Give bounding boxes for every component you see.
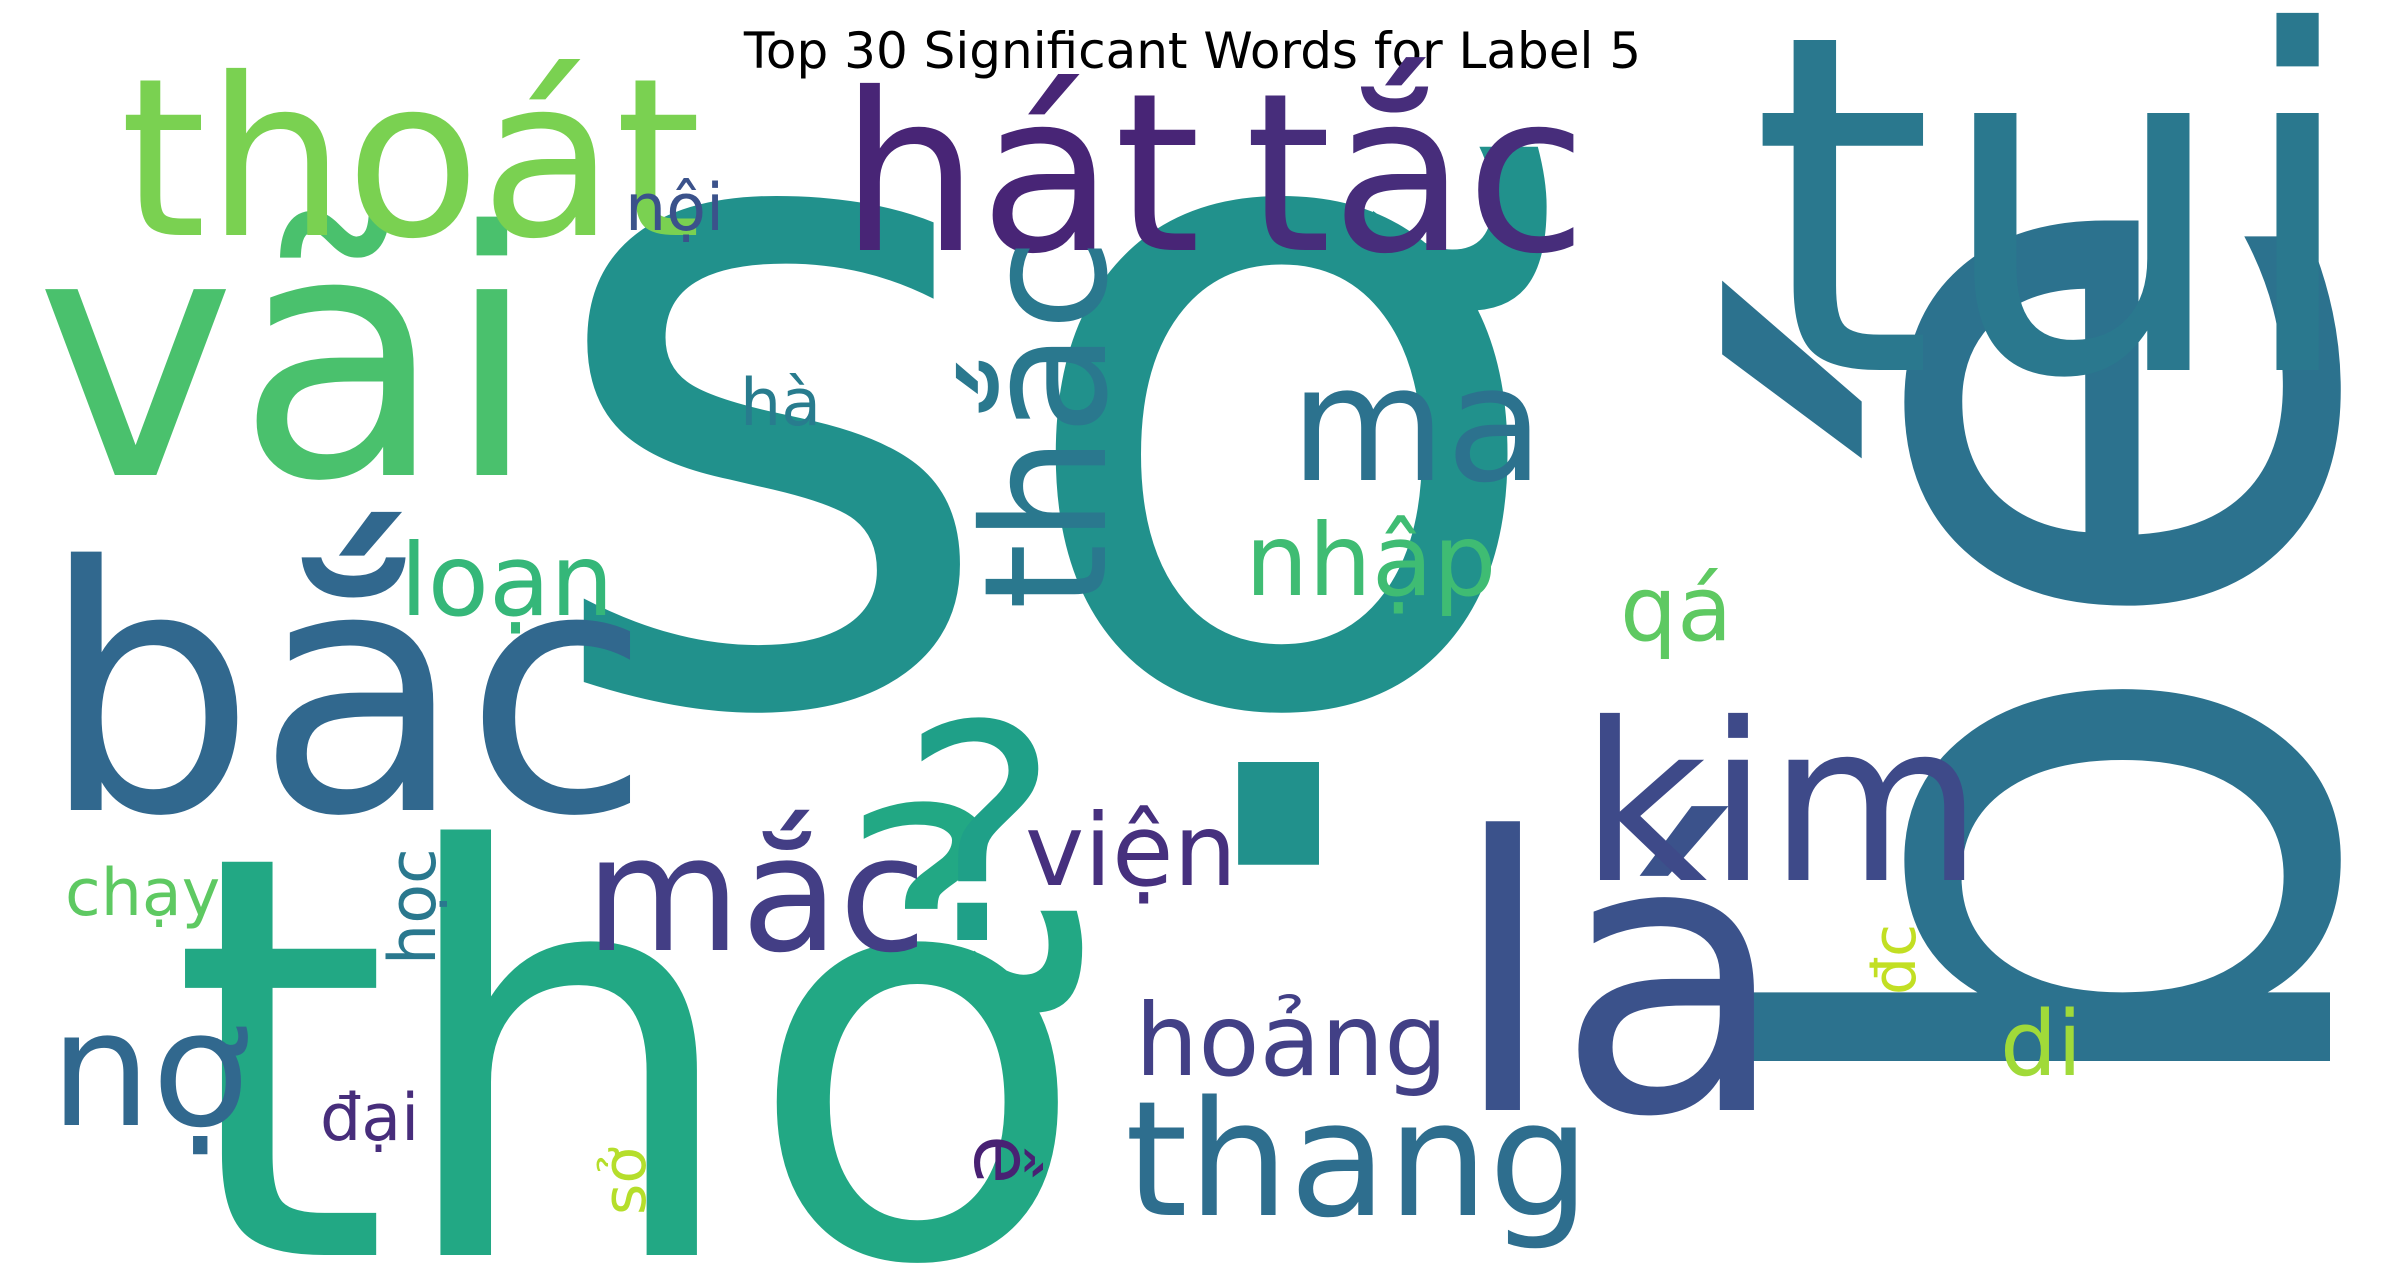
word-23: di xyxy=(2000,992,2082,1097)
word-30: đc xyxy=(1860,924,1930,995)
word-19: nhập xyxy=(1245,502,1497,619)
word-1: sợ xyxy=(535,0,1555,913)
word-8: ? xyxy=(900,662,1059,1011)
word-17: nợ xyxy=(50,976,249,1163)
word-13: thắc xyxy=(948,238,1146,610)
word-14: ma xyxy=(1290,331,1544,518)
word-29: ề xyxy=(956,1135,1049,1184)
word-6: bắc xyxy=(40,495,651,891)
word-27: học xyxy=(376,848,451,965)
word-10: hát xyxy=(840,46,1201,302)
word-15: mắc xyxy=(585,801,927,988)
word-18: loạn xyxy=(400,522,614,639)
word-2: bé xyxy=(1626,180,2385,1130)
chart-title: Top 30 Significant Words for Label 5 xyxy=(743,22,1642,80)
word-7: lá xyxy=(1450,757,1788,1200)
word-31: sở xyxy=(590,1147,660,1215)
word-25: hà xyxy=(740,366,821,441)
word-21: viện xyxy=(1025,792,1237,909)
word-26: chạy xyxy=(65,856,220,931)
word-5: vãi xyxy=(35,160,539,556)
word-28: đại xyxy=(320,1081,419,1156)
word-11: tắc xyxy=(1245,46,1587,302)
word-4: tui xyxy=(1750,0,2363,481)
word-24: nội xyxy=(625,171,724,246)
word-12: kim xyxy=(1580,676,1983,932)
word-20: hoảng xyxy=(1135,982,1448,1099)
word-22: qá xyxy=(1620,557,1732,662)
word-16: thang xyxy=(1125,1066,1590,1253)
word-3: thở xyxy=(170,736,1087,1285)
word-9: thoát xyxy=(120,31,701,287)
